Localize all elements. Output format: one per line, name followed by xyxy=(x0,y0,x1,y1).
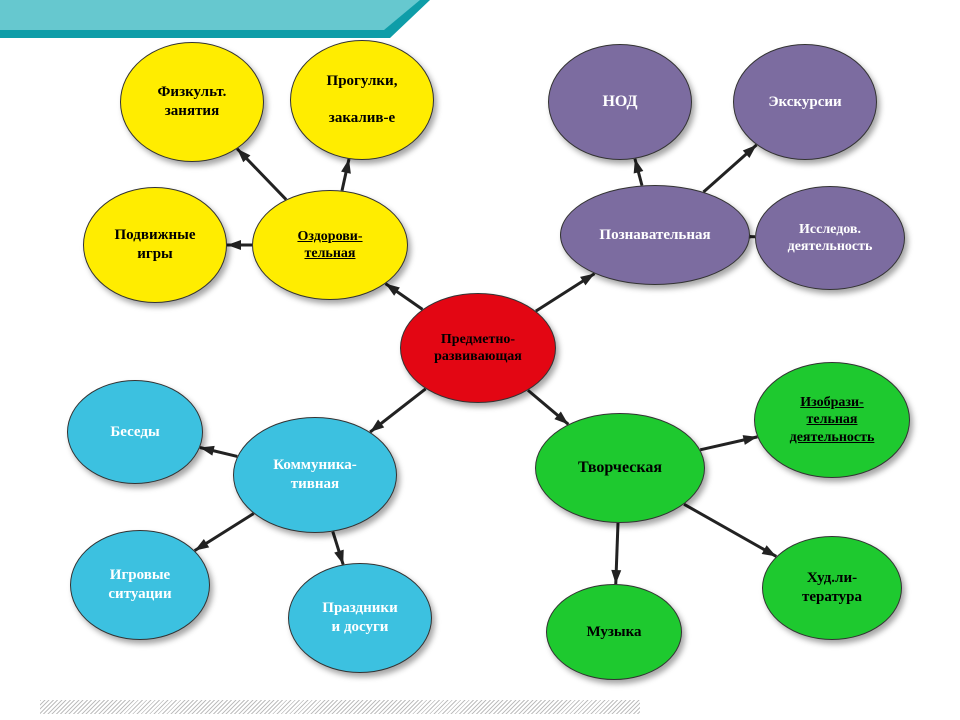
node-nod: НОД xyxy=(548,44,692,160)
top-banner xyxy=(0,0,960,38)
node-excur: Экскурсии xyxy=(733,44,877,160)
arrowhead-center-comm xyxy=(370,420,384,433)
footer-stripe xyxy=(40,700,640,714)
arrowhead-center-creative xyxy=(554,411,568,424)
diagram-canvas: Предметно- развивающаяОздорови- тельная Ф… xyxy=(0,0,960,720)
node-creative: Творческая xyxy=(535,413,705,523)
node-lit: Худ.ли- тература xyxy=(762,536,902,640)
arrowhead-health-walks xyxy=(341,159,351,174)
arrowhead-comm-talks xyxy=(200,446,215,456)
edge-comm-holiday xyxy=(333,532,343,565)
node-walks: Прогулки, закалив-е xyxy=(290,40,434,160)
node-holiday: Праздники и досуги xyxy=(288,563,432,673)
node-cogn: Познавательная xyxy=(560,185,750,285)
node-health: Оздорови- тельная xyxy=(252,190,408,300)
edge-comm-talks xyxy=(200,448,237,457)
node-music: Музыка xyxy=(546,584,682,680)
arrowhead-creative-art xyxy=(743,435,758,445)
arrowhead-cogn-excur xyxy=(743,145,757,158)
arrowhead-health-phys xyxy=(237,149,250,163)
edge-cogn-nod xyxy=(635,159,642,186)
node-comm: Коммуника- тивная xyxy=(233,417,397,533)
arrowhead-creative-lit xyxy=(762,545,777,556)
node-research: Исследов. деятельность xyxy=(755,186,905,290)
edge-creative-lit xyxy=(684,504,776,556)
edge-center-comm xyxy=(370,389,426,432)
arrowhead-center-health xyxy=(386,284,400,296)
edge-health-walks xyxy=(342,159,349,191)
edge-health-phys xyxy=(237,149,286,200)
edge-creative-art xyxy=(700,437,757,450)
edge-center-health xyxy=(386,284,423,310)
node-play: Игровые ситуации xyxy=(70,530,210,640)
node-games_y: Подвижные игры xyxy=(83,187,227,303)
arrowhead-center-cogn xyxy=(580,274,594,286)
edge-center-creative xyxy=(528,390,568,424)
arrowhead-comm-holiday xyxy=(334,550,344,565)
arrowhead-health-games_y xyxy=(227,240,241,250)
edge-center-cogn xyxy=(536,274,595,312)
arrowhead-creative-music xyxy=(611,570,621,584)
edge-creative-music xyxy=(616,523,618,584)
banner-inner xyxy=(0,0,960,30)
node-talks: Беседы xyxy=(67,380,203,484)
arrowhead-cogn-nod xyxy=(634,159,644,174)
node-phys: Физкульт. занятия xyxy=(120,42,264,162)
node-art: Изобрази- тельная деятельность xyxy=(754,362,910,478)
edge-comm-play xyxy=(195,514,254,551)
node-center: Предметно- развивающая xyxy=(400,293,556,403)
arrowhead-comm-play xyxy=(195,539,210,551)
edge-cogn-excur xyxy=(703,145,756,192)
